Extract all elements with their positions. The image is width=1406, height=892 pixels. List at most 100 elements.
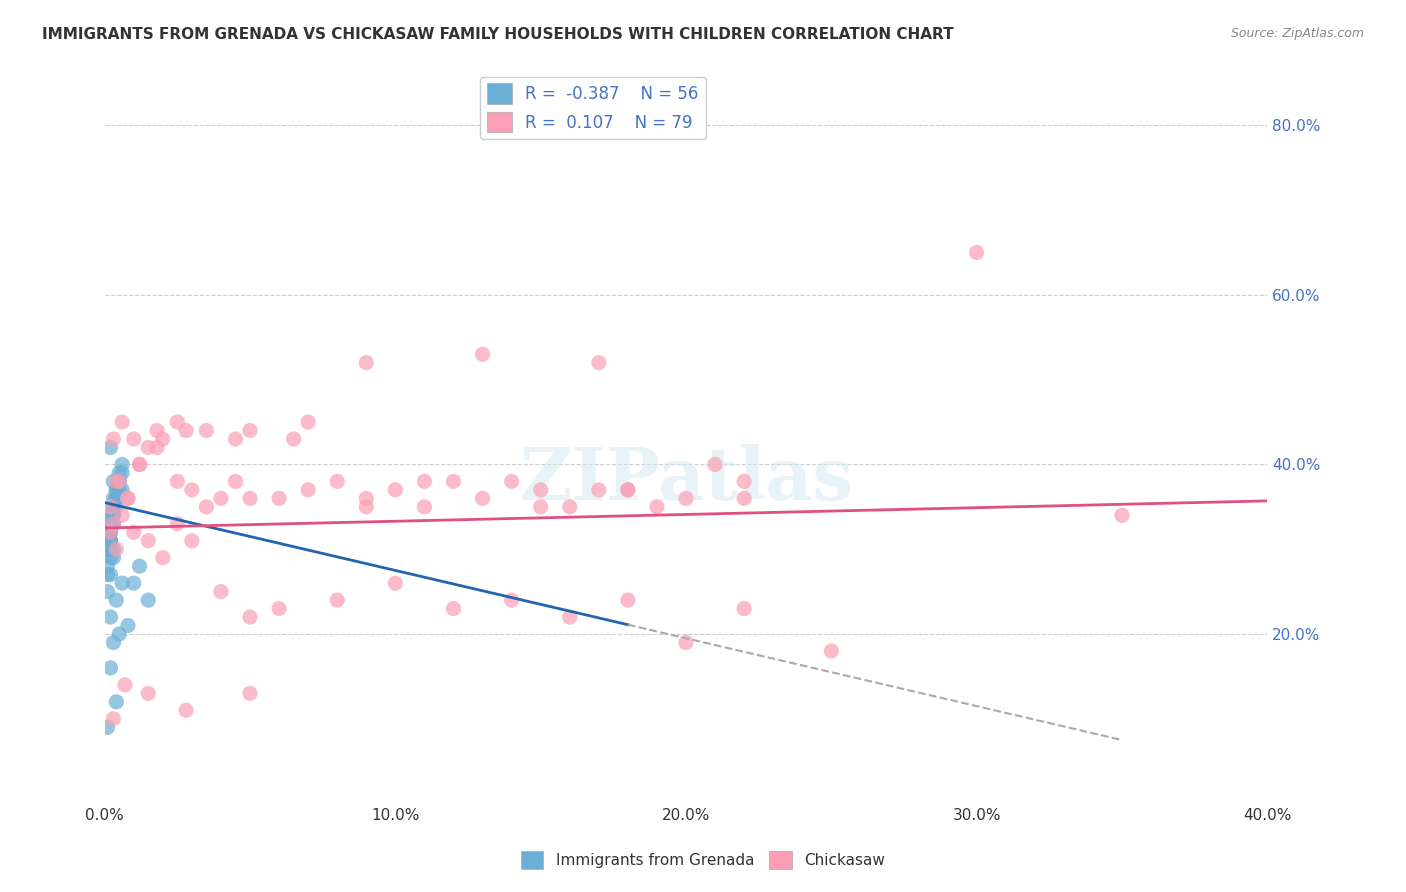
Point [297,483,319,497]
Point [966,245,988,260]
Point [103,508,125,523]
Point [413,475,436,489]
Text: IMMIGRANTS FROM GRENADA VS CHICKASAW FAMILY HOUSEHOLDS WITH CHILDREN CORRELATION: IMMIGRANTS FROM GRENADA VS CHICKASAW FAM… [42,27,953,42]
Point [588,483,610,497]
Point [174,424,197,438]
Point [105,500,128,514]
Point [103,500,125,514]
Point [588,356,610,370]
Point [103,508,125,523]
Legend: Immigrants from Grenada, Chickasaw: Immigrants from Grenada, Chickasaw [515,845,891,875]
Point [108,475,131,489]
Point [195,500,218,514]
Point [239,424,262,438]
Point [103,712,125,726]
Point [180,533,202,548]
Point [675,491,697,506]
Point [111,576,134,591]
Point [326,593,349,607]
Point [501,593,523,607]
Point [209,584,232,599]
Point [103,491,125,506]
Point [103,516,125,531]
Point [471,347,494,361]
Point [152,432,174,446]
Point [617,483,640,497]
Point [530,500,553,514]
Point [100,661,122,675]
Point [239,491,262,506]
Point [326,475,349,489]
Point [733,475,755,489]
Point [111,466,134,480]
Point [100,525,122,540]
Point [108,475,131,489]
Point [224,432,246,446]
Point [100,567,122,582]
Point [617,483,640,497]
Point [117,618,139,632]
Point [111,483,134,497]
Point [166,475,188,489]
Point [97,542,120,557]
Point [111,458,134,472]
Point [108,483,131,497]
Point [105,483,128,497]
Point [100,516,122,531]
Point [122,576,145,591]
Point [733,491,755,506]
Point [617,593,640,607]
Point [224,475,246,489]
Point [103,542,125,557]
Point [297,415,319,429]
Point [136,593,159,607]
Point [675,635,697,649]
Point [97,567,120,582]
Point [180,483,202,497]
Point [100,550,122,565]
Point [103,516,125,531]
Point [97,720,120,734]
Point [356,356,378,370]
Point [136,533,159,548]
Point [471,491,494,506]
Point [443,601,465,615]
Point [97,559,120,574]
Point [103,550,125,565]
Point [103,516,125,531]
Point [100,533,122,548]
Point [356,500,378,514]
Point [97,584,120,599]
Point [100,441,122,455]
Point [111,415,134,429]
Point [105,483,128,497]
Point [100,525,122,540]
Point [105,475,128,489]
Point [100,508,122,523]
Point [117,491,139,506]
Point [100,525,122,540]
Point [501,475,523,489]
Point [128,458,150,472]
Point [558,500,581,514]
Point [166,415,188,429]
Point [105,491,128,506]
Point [105,695,128,709]
Point [103,475,125,489]
Point [103,500,125,514]
Point [108,627,131,641]
Text: ZIPatlas: ZIPatlas [519,443,853,515]
Legend: R =  -0.387    N = 56, R =  0.107    N = 79: R = -0.387 N = 56, R = 0.107 N = 79 [481,77,706,139]
Point [97,525,120,540]
Point [384,576,406,591]
Point [105,593,128,607]
Point [152,550,174,565]
Point [558,610,581,624]
Point [195,424,218,438]
Point [97,542,120,557]
Point [356,491,378,506]
Point [114,678,136,692]
Point [174,703,197,717]
Point [122,432,145,446]
Point [117,491,139,506]
